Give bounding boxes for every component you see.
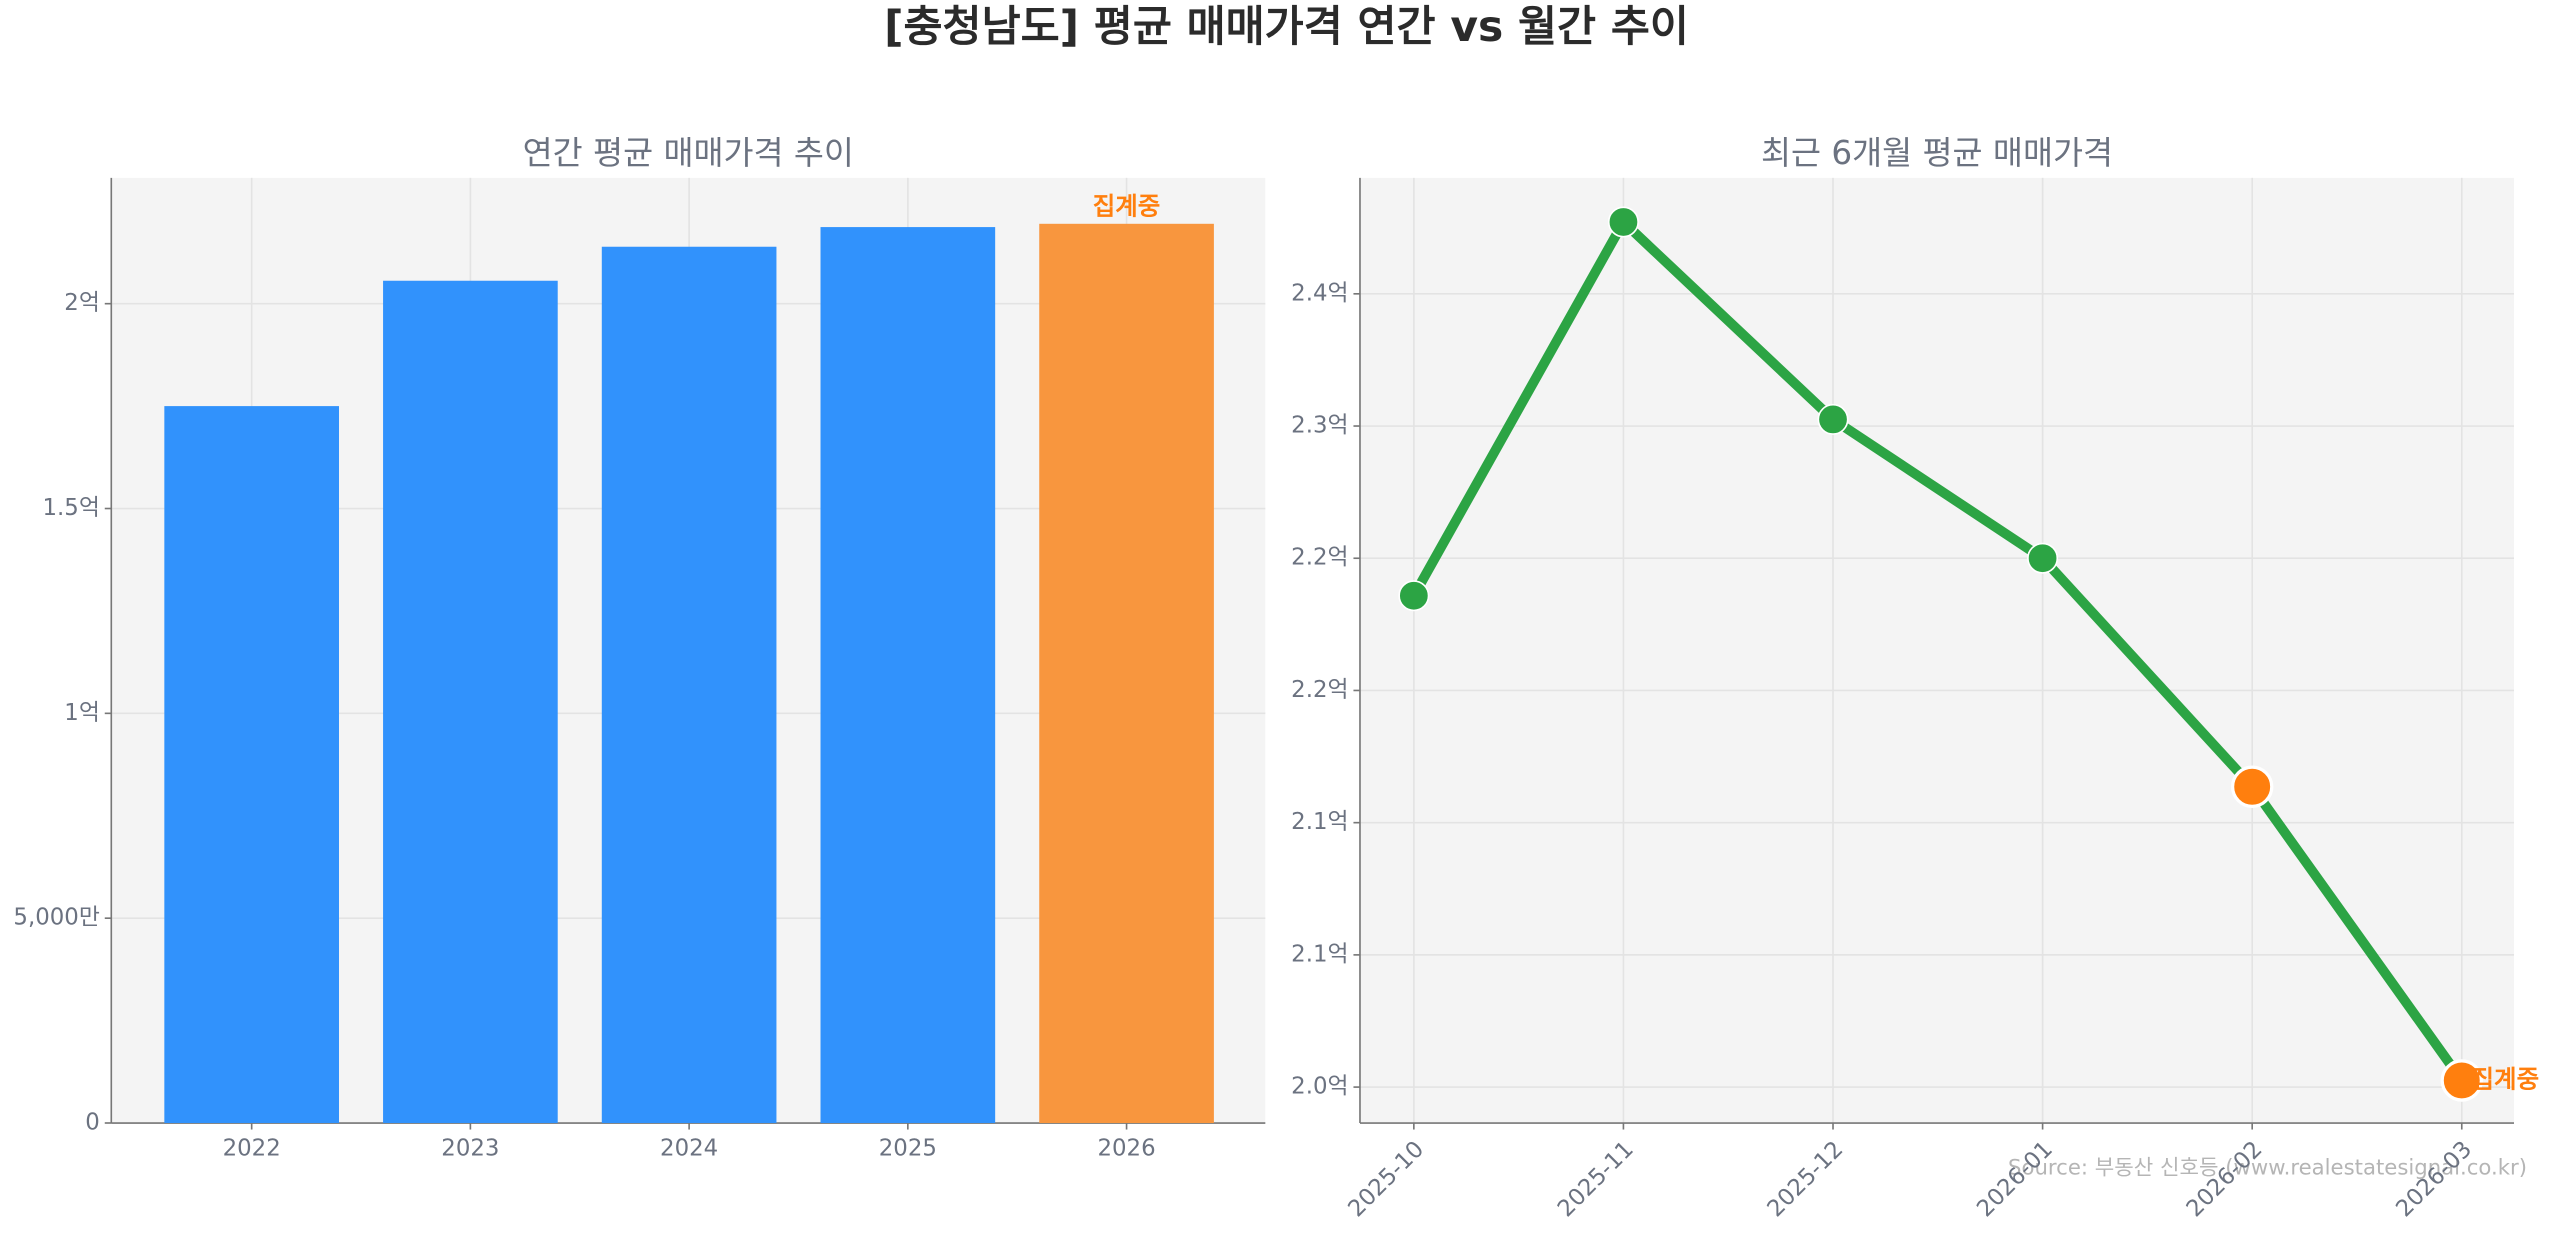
line xyxy=(1409,217,2466,1084)
y-tick-label: 2.4억 xyxy=(1291,280,1348,306)
bar xyxy=(164,406,339,1124)
y-tick-label: 5,000만 xyxy=(13,905,99,931)
figure-title: [충청남도] 평균 매매가격 연간 vs 월간 추이 xyxy=(884,3,1689,52)
y-tick-label: 0 xyxy=(85,1110,100,1136)
y-tick-label: 2.2억 xyxy=(1291,545,1348,571)
x-tick-label: 2023 xyxy=(441,1136,499,1162)
x-tick-label: 2025 xyxy=(879,1136,937,1162)
x-tick-label: 2025-12 xyxy=(1763,1136,1849,1222)
point xyxy=(1607,206,1639,238)
y-tick-label: 2.1억 xyxy=(1291,809,1348,835)
point xyxy=(2230,765,2274,808)
y-tick-label: 2.3억 xyxy=(1291,413,1348,439)
point xyxy=(2027,542,2059,574)
y-tick-label: 1.5억 xyxy=(43,495,100,521)
x-tick-label: 2025-10 xyxy=(1343,1136,1429,1222)
subplot-title: 최근 6개월 평균 매매가격 xyxy=(1761,134,2113,172)
annotation: 집계중 xyxy=(1093,191,1161,220)
x-tick-label: 2022 xyxy=(223,1136,281,1162)
subplot-title: 연간 평균 매매가격 추이 xyxy=(523,134,854,172)
point xyxy=(1817,403,1849,435)
annotation: 집계중 xyxy=(2472,1064,2540,1093)
y-tick-label: 2.1억 xyxy=(1291,941,1348,967)
y-tick-label: 2.0억 xyxy=(1291,1074,1348,1100)
y-tick-label: 2.2억 xyxy=(1291,677,1348,703)
x-tick-label: 2024 xyxy=(660,1136,718,1162)
bar xyxy=(601,246,777,1124)
point xyxy=(1398,580,1430,612)
bar xyxy=(820,227,996,1124)
bar xyxy=(1039,223,1214,1124)
x-tick-label: 2025-11 xyxy=(1553,1136,1639,1222)
y-tick-label: 1억 xyxy=(64,700,100,726)
x-tick-label: 2026 xyxy=(1097,1136,1155,1162)
bar xyxy=(383,280,558,1124)
plot-area xyxy=(1359,177,2514,1124)
point xyxy=(2440,1059,2483,1102)
source-note: Source: 부동산 신호등 (www.realestatesignal.co… xyxy=(2008,1156,2527,1181)
y-tick-label: 2억 xyxy=(64,290,100,316)
